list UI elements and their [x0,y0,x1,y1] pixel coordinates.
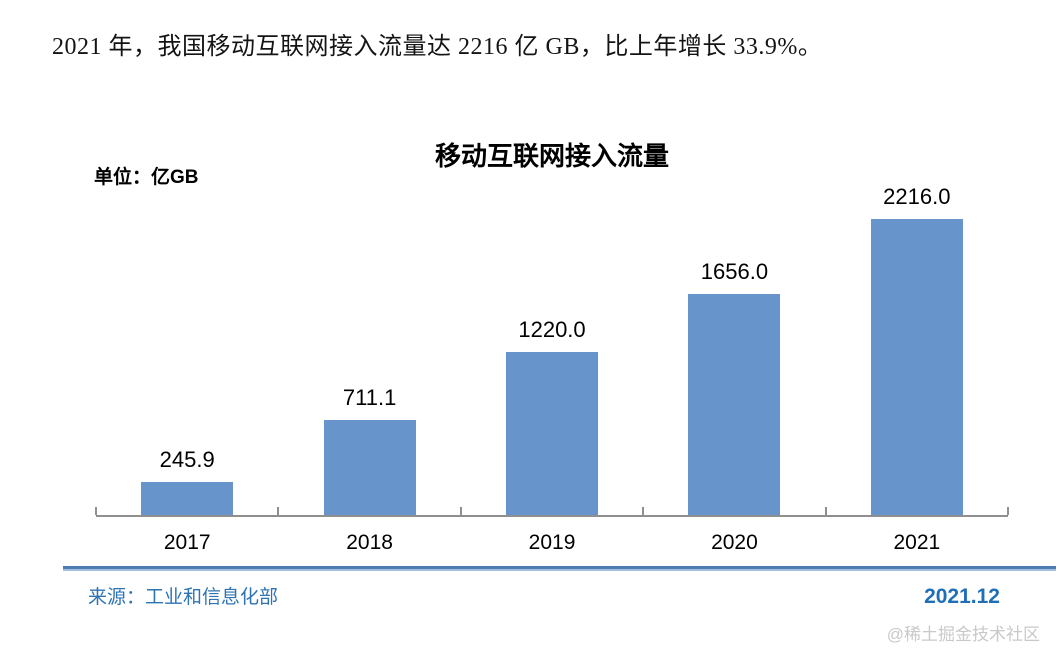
bar-value-label: 2216.0 [883,184,951,209]
x-axis-labels: 2017 2018 2019 2020 2021 [96,521,1008,555]
source-label: 来源：工业和信息化部 [88,587,279,608]
bar [323,420,416,515]
bar-group: 1220.0 [461,317,643,515]
bar-group: 2216.0 [826,184,1008,515]
x-axis-label: 2021 [893,531,941,554]
bar [141,482,234,515]
chart-title: 移动互联网接入流量 [434,141,669,171]
unit-label: 单位：亿GB [94,167,199,188]
axis-tick [642,507,645,515]
bar [688,293,781,515]
axis-tick [824,507,827,515]
axis-tick [459,507,462,515]
bar-series: 245.9 711.1 1220.0 1656.0 2216.0 [96,175,1008,515]
plot-area: 245.9 711.1 1220.0 1656.0 2216.0 [95,175,1009,517]
bar-value-label: 1656.0 [700,258,769,284]
axis-tick [1007,507,1009,515]
x-axis-label: 2020 [711,531,758,554]
x-axis-label: 2018 [346,531,393,554]
watermark: @稀土掘金技术社区 [886,625,1040,644]
divider-line [63,566,1056,571]
bar-group: 245.9 [96,447,278,515]
bar-group: 711.1 [278,385,460,515]
axis-tick [277,507,280,515]
x-axis-label: 2017 [163,531,211,554]
footer: 来源：工业和信息化部 2021.12 [88,582,1000,609]
bar [870,219,963,515]
bar [506,352,599,515]
bar-value-label: 245.9 [159,447,215,473]
headline-text: 2021 年，我国移动互联网接入流量达 2216 亿 GB，比上年增长 33.9… [52,34,823,60]
bar-value-label: 711.1 [342,385,397,411]
bar-value-label: 1220.0 [518,317,586,343]
x-axis-label: 2019 [528,531,576,554]
date-label: 2021.12 [924,585,1000,608]
bar-group: 1656.0 [643,259,825,515]
axis-tick [95,507,97,515]
